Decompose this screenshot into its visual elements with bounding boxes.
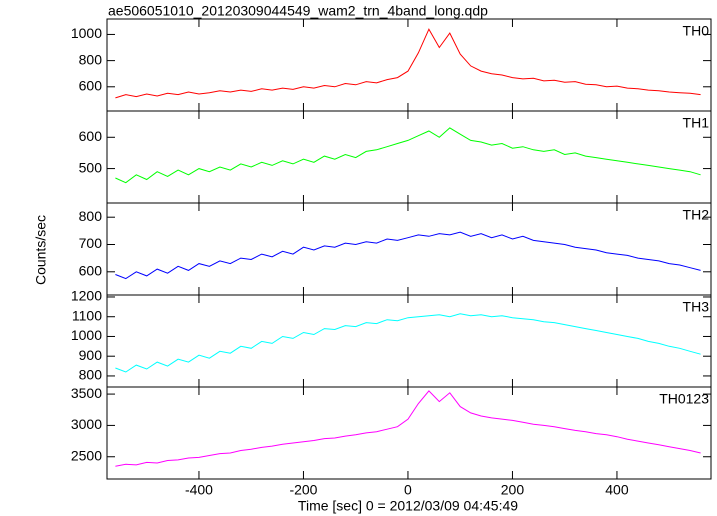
- panel-frame: [106, 18, 712, 112]
- y-tick-label: 1200: [71, 288, 102, 304]
- panel-frame: [106, 110, 712, 204]
- x-tick-label: 400: [605, 482, 629, 498]
- y-tick-label: 3000: [71, 416, 102, 432]
- panel-label: TH2: [683, 207, 710, 223]
- light-curve: [115, 127, 701, 184]
- panel-frame: [106, 202, 712, 296]
- x-tick-label: 0: [404, 482, 412, 498]
- panel-frame: [106, 386, 712, 480]
- panel-label: TH0: [683, 23, 710, 39]
- y-tick-label: 800: [79, 367, 103, 383]
- y-tick-label: 1100: [72, 307, 102, 323]
- chart-title: ae506051010_20120309044549_wam2_trn_4ban…: [108, 3, 488, 19]
- x-tick-label: -200: [289, 482, 317, 498]
- light-curve: [115, 28, 701, 99]
- y-tick-label: 700: [79, 235, 103, 251]
- y-tick-label: 800: [79, 51, 103, 67]
- light-curve: [115, 390, 701, 467]
- y-tick-label: 1000: [71, 25, 102, 41]
- y-tick-label: 2500: [71, 447, 102, 463]
- x-tick-label: -400: [185, 482, 213, 498]
- y-tick-label: 1000: [71, 327, 102, 343]
- y-tick-label: 500: [79, 159, 103, 175]
- y-tick-label: 600: [79, 262, 103, 278]
- y-tick-label: 900: [79, 347, 103, 363]
- y-tick-label: 600: [79, 77, 103, 93]
- panel-label: TH3: [683, 299, 710, 315]
- x-axis-label: Time [sec] 0 = 2012/03/09 04:45:49: [298, 498, 518, 514]
- light-curve: [115, 313, 701, 373]
- panel-frame: [106, 294, 712, 388]
- light-curve: [115, 231, 701, 280]
- y-tick-label: 3500: [71, 385, 102, 401]
- panel-label: TH1: [683, 115, 710, 131]
- y-tick-label: 800: [79, 208, 103, 224]
- y-tick-label: 600: [79, 128, 103, 144]
- panel-label: TH0123: [659, 391, 709, 407]
- y-axis-label: Counts/sec: [33, 215, 49, 285]
- x-tick-label: 200: [501, 482, 525, 498]
